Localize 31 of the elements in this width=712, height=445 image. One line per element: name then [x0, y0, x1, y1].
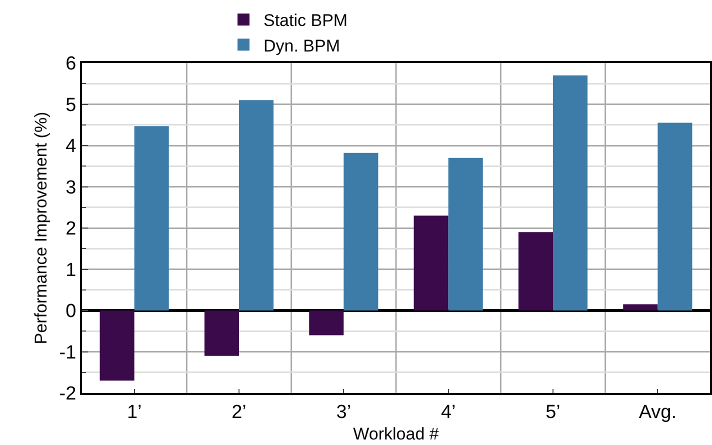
y-tick-label: -2: [59, 384, 76, 405]
bar: [553, 75, 588, 310]
bar: [134, 126, 169, 310]
y-tick-label: 3: [66, 177, 76, 198]
y-tick-label: 5: [66, 94, 76, 116]
bar: [100, 310, 134, 381]
bar: [448, 158, 483, 310]
y-tick-label: 4: [66, 136, 77, 158]
y-tick-label: 0: [66, 301, 76, 322]
y-axis-title: Performance Improvement (%): [31, 112, 50, 344]
legend-label: Static BPM: [264, 11, 348, 30]
x-tick-label: 4’: [440, 402, 456, 423]
y-tick-label: -1: [59, 342, 76, 364]
y-tick-label: 6: [66, 54, 76, 75]
y-tick-label: 2: [66, 218, 76, 240]
bar: [309, 310, 344, 336]
x-tick-label: Avg.: [638, 402, 677, 423]
x-tick-label: 2’: [232, 402, 246, 423]
x-tick-label: 1’: [126, 402, 142, 423]
x-axis-title: Workload #: [353, 424, 440, 444]
legend-label: Dyn. BPM: [264, 36, 340, 56]
x-tick-label: 5’: [546, 402, 560, 423]
x-tick-label: 3’: [336, 402, 352, 423]
y-tick-label: 1: [66, 260, 76, 281]
bar: [414, 216, 448, 310]
bar: [658, 122, 692, 310]
bar: [518, 232, 553, 310]
bar: [204, 310, 239, 356]
bar: [344, 152, 378, 310]
bar: [239, 100, 274, 310]
bar: [623, 304, 658, 310]
